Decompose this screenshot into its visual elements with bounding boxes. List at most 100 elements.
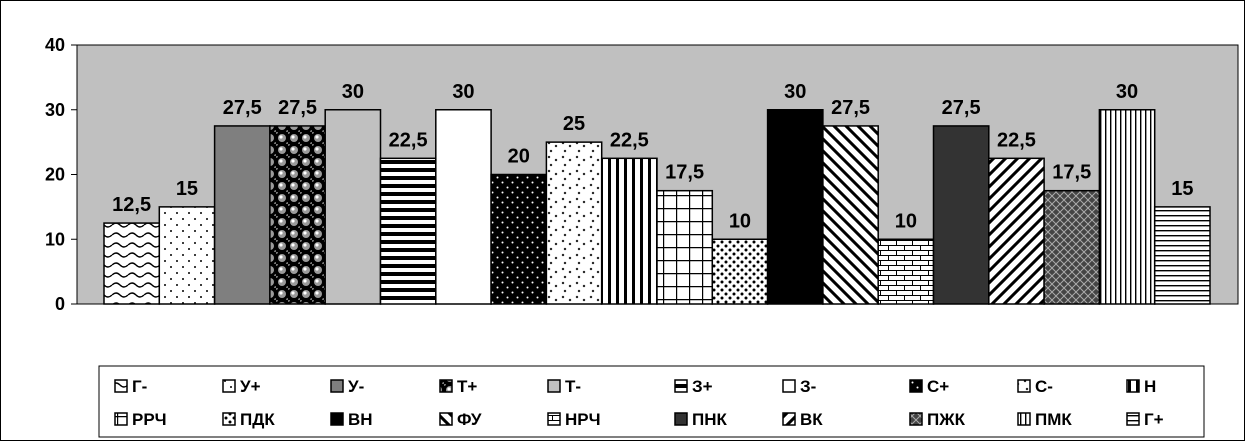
bar-9 bbox=[545, 141, 603, 305]
legend-label: Т+ bbox=[457, 377, 477, 396]
legend: Г- У+ У- Т+ Т- З+ З- С+ С- Н РРЧ ПДК ВН ФУ НРЧ ПНК ВК ПЖК… bbox=[114, 377, 1164, 429]
legend-swatch bbox=[114, 412, 128, 426]
legend-label: З+ bbox=[692, 377, 713, 396]
legend-item-7: З- bbox=[782, 377, 816, 396]
legend-swatch bbox=[439, 379, 453, 393]
legend-item-13: ВН bbox=[330, 410, 373, 429]
bar-3 bbox=[213, 125, 271, 305]
legend-item-6: З+ bbox=[674, 377, 713, 396]
bar-2 bbox=[158, 206, 216, 305]
legend-swatch bbox=[439, 412, 453, 426]
legend-label: ВК bbox=[800, 410, 823, 429]
data-label-2: 15 bbox=[176, 178, 198, 200]
legend-swatch bbox=[1017, 412, 1031, 426]
legend-swatch bbox=[674, 412, 688, 426]
legend-swatch bbox=[114, 379, 128, 393]
legend-swatch bbox=[674, 379, 688, 393]
legend-item-20: Г+ bbox=[1126, 410, 1164, 429]
legend-swatch bbox=[782, 412, 796, 426]
y-tick-label: 0 bbox=[55, 294, 65, 314]
legend-item-12: ПДК bbox=[222, 410, 275, 429]
legend-item-19: ПМК bbox=[1017, 410, 1072, 429]
legend-swatch bbox=[330, 412, 344, 426]
bar-18 bbox=[1043, 189, 1101, 305]
data-label-5: 30 bbox=[342, 81, 364, 103]
legend-label: С- bbox=[1035, 377, 1053, 396]
bar-20 bbox=[1153, 206, 1211, 305]
bar-series bbox=[77, 109, 1238, 305]
legend-label: Н bbox=[1144, 377, 1156, 396]
bar-13 bbox=[766, 109, 824, 305]
legend-item-15: НРЧ bbox=[547, 410, 601, 429]
data-label-14: 27,5 bbox=[831, 97, 870, 119]
legend-item-18: ПЖК bbox=[909, 410, 966, 429]
bar-15 bbox=[877, 238, 935, 305]
legend-item-1: Г- bbox=[114, 377, 147, 396]
legend-item-4: Т+ bbox=[439, 377, 477, 396]
legend-label: ФУ bbox=[457, 410, 482, 429]
legend-item-2: У+ bbox=[222, 377, 261, 396]
bar-14 bbox=[822, 125, 879, 305]
legend-label: Т- bbox=[565, 377, 581, 396]
data-label-11: 17,5 bbox=[665, 162, 704, 184]
data-label-6: 22,5 bbox=[389, 129, 428, 151]
bar-16 bbox=[932, 125, 990, 305]
data-label-3: 27,5 bbox=[223, 97, 262, 119]
data-label-7: 30 bbox=[452, 81, 474, 103]
legend-label: У- bbox=[348, 377, 364, 396]
legend-swatch bbox=[222, 379, 236, 393]
data-label-10: 22,5 bbox=[610, 129, 649, 151]
bar-10 bbox=[600, 157, 658, 305]
data-label-13: 30 bbox=[784, 81, 806, 103]
y-tick-label: 30 bbox=[45, 100, 65, 120]
y-axis: 0 10 20 30 40 bbox=[45, 35, 78, 314]
legend-item-10: Н bbox=[1126, 377, 1156, 396]
data-labels: 12,5 15 27,5 27,5 30 22,5 30 20 25 22,5 17,5 10 30 27… bbox=[112, 81, 1193, 233]
data-label-17: 22,5 bbox=[997, 129, 1036, 151]
legend-label: ПНК bbox=[692, 410, 727, 429]
bar-11 bbox=[656, 189, 714, 305]
data-label-19: 30 bbox=[1116, 81, 1138, 103]
data-label-4: 27,5 bbox=[278, 97, 317, 119]
bar-19 bbox=[1098, 109, 1156, 305]
data-label-9: 25 bbox=[563, 113, 585, 135]
legend-item-11: РРЧ bbox=[114, 410, 167, 429]
legend-label: ПМК bbox=[1035, 410, 1072, 429]
legend-label: Г+ bbox=[1144, 410, 1164, 429]
legend-swatch bbox=[547, 412, 561, 426]
bar-8 bbox=[490, 173, 548, 305]
legend-label: З- bbox=[800, 377, 816, 396]
legend-item-16: ПНК bbox=[674, 410, 727, 429]
legend-swatch bbox=[547, 379, 561, 393]
legend-item-14: ФУ bbox=[439, 410, 482, 429]
bar-5 bbox=[324, 109, 382, 305]
bar-7 bbox=[435, 109, 492, 305]
data-label-18: 17,5 bbox=[1052, 162, 1091, 184]
legend-label: ПДК bbox=[240, 410, 275, 429]
legend-item-5: Т- bbox=[547, 377, 581, 396]
legend-swatch bbox=[222, 412, 236, 426]
legend-swatch bbox=[782, 379, 796, 393]
data-label-15: 10 bbox=[895, 210, 917, 232]
legend-label: У+ bbox=[240, 377, 261, 396]
bar-4 bbox=[269, 125, 326, 305]
data-label-12: 10 bbox=[729, 210, 751, 232]
legend-label: ПЖК bbox=[927, 410, 966, 429]
y-tick-label: 20 bbox=[45, 165, 65, 185]
legend-label: НРЧ bbox=[565, 410, 601, 429]
legend-swatch bbox=[1126, 412, 1140, 426]
data-label-8: 20 bbox=[508, 146, 530, 168]
y-tick-label: 40 bbox=[45, 35, 65, 55]
data-label-16: 27,5 bbox=[942, 97, 981, 119]
legend-swatch bbox=[1126, 379, 1140, 393]
bar-12 bbox=[711, 238, 769, 305]
legend-label: Г- bbox=[132, 377, 147, 396]
bar-17 bbox=[988, 157, 1045, 305]
legend-swatch bbox=[330, 379, 344, 393]
data-label-1: 12,5 bbox=[112, 194, 151, 216]
legend-label: С+ bbox=[927, 377, 949, 396]
legend-swatch bbox=[1017, 379, 1031, 393]
data-label-20: 15 bbox=[1171, 178, 1193, 200]
